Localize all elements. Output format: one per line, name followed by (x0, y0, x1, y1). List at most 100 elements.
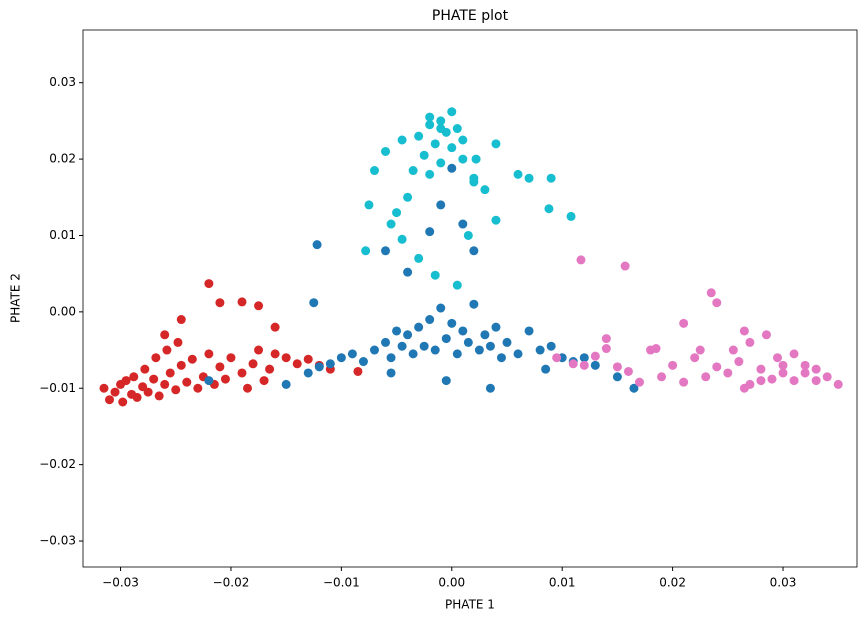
point (215, 362, 225, 372)
point (712, 298, 722, 308)
point (447, 107, 457, 117)
point (403, 267, 413, 277)
point (502, 337, 512, 347)
point (292, 359, 302, 369)
chart-title: PHATE plot (432, 8, 509, 24)
point (447, 163, 457, 173)
point (513, 169, 523, 179)
point (800, 368, 810, 378)
point (546, 341, 556, 351)
point (441, 334, 451, 344)
point (325, 359, 335, 369)
point (756, 376, 766, 386)
point (160, 330, 170, 340)
x-tick-label: 0.02 (659, 576, 686, 590)
point (452, 349, 462, 359)
point (397, 234, 407, 244)
point (601, 344, 611, 354)
point (132, 392, 142, 402)
point (544, 204, 554, 214)
point (789, 349, 799, 359)
point (590, 360, 600, 370)
point (309, 298, 319, 308)
point (265, 364, 275, 374)
point (361, 246, 371, 256)
point (165, 368, 175, 378)
point (193, 383, 203, 393)
point (447, 318, 457, 328)
point (160, 379, 170, 389)
point (690, 353, 700, 363)
point (162, 345, 172, 355)
point (270, 349, 280, 359)
point (668, 360, 678, 370)
point (237, 297, 247, 307)
point (612, 362, 622, 372)
point (403, 330, 413, 340)
point (535, 345, 545, 355)
plot-frame (82, 29, 858, 568)
point (220, 374, 230, 384)
point (811, 364, 821, 374)
point (118, 397, 128, 407)
point (369, 345, 379, 355)
point (248, 359, 258, 369)
point (612, 372, 622, 382)
point (524, 173, 534, 183)
point (458, 219, 468, 229)
point (579, 360, 589, 370)
point (471, 154, 481, 164)
x-tick-label: 0.01 (549, 576, 576, 590)
point (811, 376, 821, 386)
point (129, 372, 139, 382)
y-tick-label: 0.03 (49, 75, 76, 89)
point (734, 357, 744, 367)
point (436, 303, 446, 313)
y-tick-label: −0.02 (39, 457, 76, 471)
point (452, 280, 462, 290)
point (541, 364, 551, 374)
point (419, 150, 429, 160)
point (822, 372, 832, 382)
point (739, 383, 749, 393)
point (623, 366, 633, 376)
point (789, 376, 799, 386)
point (312, 240, 322, 250)
point (425, 315, 435, 325)
point (712, 362, 722, 372)
point (414, 131, 424, 141)
point (463, 337, 473, 347)
point (425, 112, 435, 122)
point (392, 208, 402, 218)
point (138, 382, 148, 392)
point (386, 219, 396, 229)
point (745, 337, 755, 347)
y-tick-label: 0.02 (49, 152, 76, 166)
point (739, 326, 749, 336)
point (447, 143, 457, 153)
point (778, 360, 788, 370)
point (679, 377, 689, 387)
point (353, 366, 363, 376)
point (381, 337, 391, 347)
point (381, 246, 391, 256)
point (176, 360, 186, 370)
point (171, 385, 181, 395)
point (176, 315, 186, 325)
point (701, 372, 711, 382)
point (226, 353, 236, 363)
point (463, 230, 473, 240)
point (414, 253, 424, 263)
point (552, 353, 562, 363)
point (469, 299, 479, 309)
point (480, 330, 490, 340)
point (833, 379, 843, 389)
point (303, 368, 313, 378)
point (104, 395, 114, 405)
point (336, 353, 346, 363)
point (204, 349, 214, 359)
point (620, 261, 630, 271)
x-tick-label: 0.03 (770, 576, 797, 590)
point (436, 124, 446, 134)
